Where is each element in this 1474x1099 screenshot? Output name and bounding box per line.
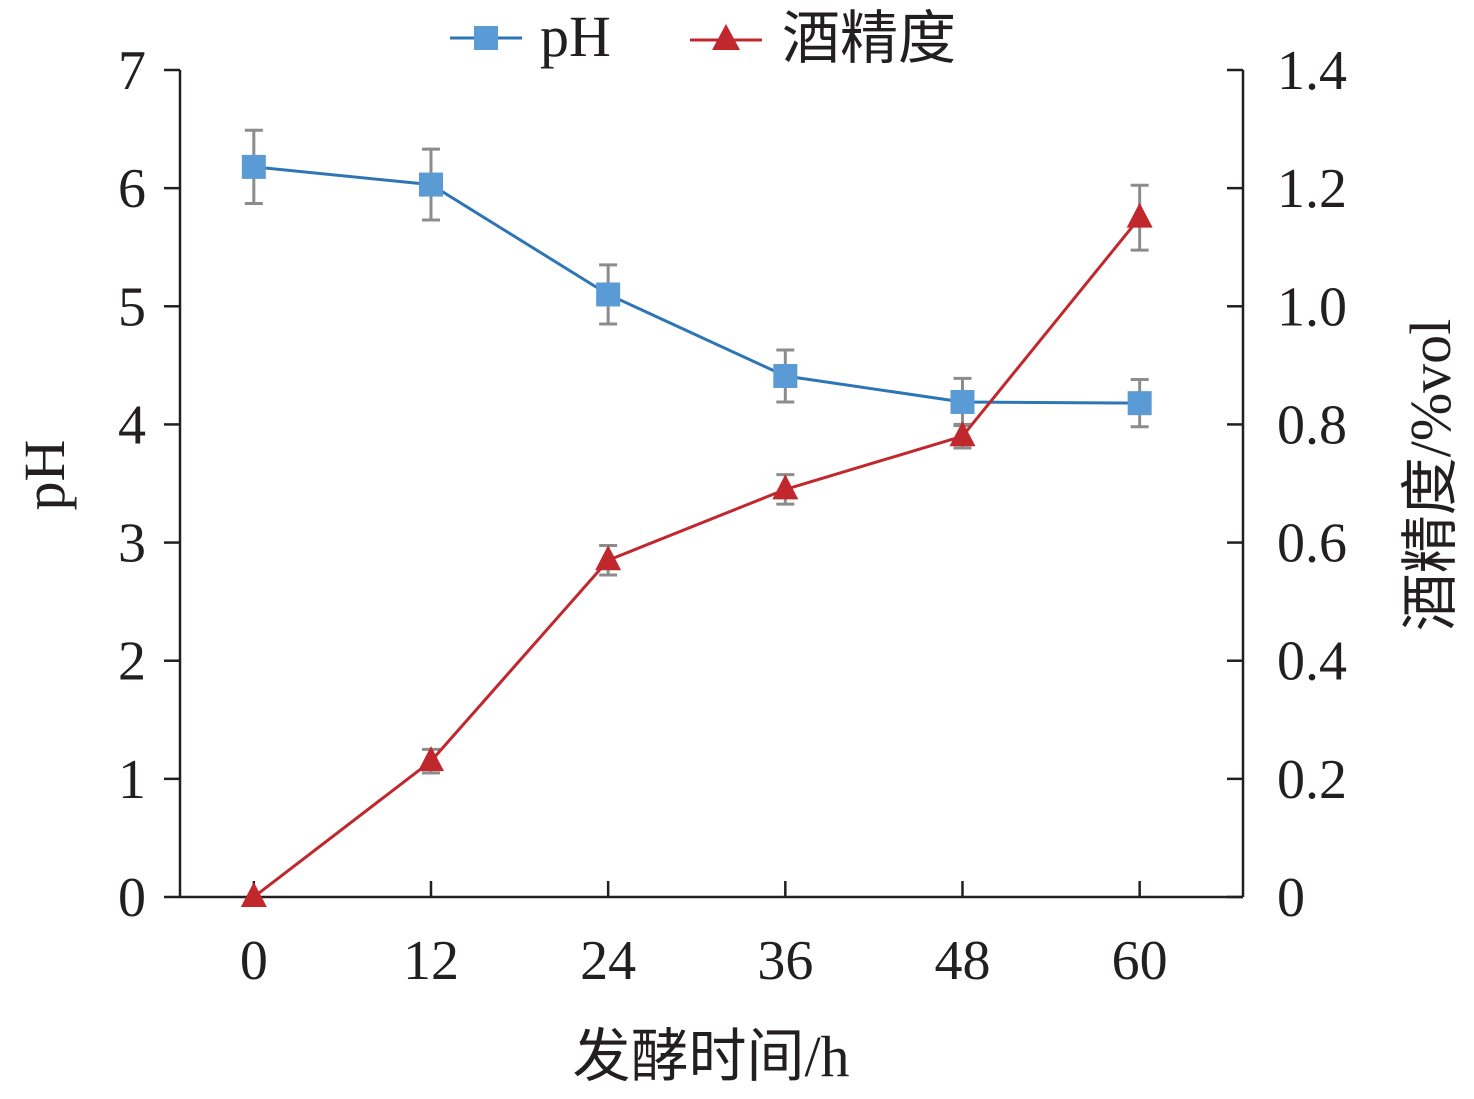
x-tick-label: 24 <box>580 930 636 992</box>
data-point-alcohol <box>949 421 976 447</box>
y-left-tick-label: 2 <box>118 631 146 693</box>
data-point-alcohol <box>240 882 267 907</box>
series-layer <box>240 128 1153 907</box>
x-tick-label: 0 <box>240 930 268 992</box>
y-left-tick-label: 6 <box>118 158 146 220</box>
x-tick-label: 36 <box>757 930 813 992</box>
data-point-ph <box>418 172 443 197</box>
data-point-ph <box>241 154 266 179</box>
y-axis-title-left: pH <box>12 440 77 511</box>
y-right-tick-label: 0 <box>1277 867 1305 929</box>
y-left-tick-label: 3 <box>118 513 146 575</box>
data-point-ph <box>773 363 798 388</box>
data-point-alcohol <box>1126 202 1153 228</box>
y-left-tick-label: 4 <box>118 394 146 456</box>
data-point-ph <box>950 389 975 414</box>
legend-alcohol-label: 酒精度 <box>782 6 956 71</box>
axes <box>178 70 1245 899</box>
data-point-alcohol <box>417 746 444 772</box>
data-point-ph <box>1127 391 1152 416</box>
y-axis-title-right: 酒精度/%vol <box>1398 319 1463 632</box>
legend-ph-marker <box>474 26 498 50</box>
series-line <box>253 165 1140 405</box>
y-left-tick-label: 1 <box>118 749 146 811</box>
y-left-tick-label: 5 <box>118 276 146 338</box>
legend: pH 酒精度 <box>450 4 956 71</box>
y-right-tick-label: 1.0 <box>1277 276 1347 338</box>
y-right-tick-label: 0.6 <box>1277 513 1347 575</box>
data-point-alcohol <box>595 545 622 571</box>
y-left-tick-label: 0 <box>118 867 146 929</box>
x-tick-label: 48 <box>934 930 990 992</box>
x-tick-label: 60 <box>1112 930 1168 992</box>
y-left-tick-label: 7 <box>118 40 146 102</box>
y-right-tick-label: 1.4 <box>1277 40 1347 102</box>
series-line <box>252 216 1141 899</box>
data-point-ph <box>596 282 621 307</box>
series-alcohol <box>240 183 1153 907</box>
data-point-alcohol <box>772 474 799 500</box>
x-axis-title: 发酵时间/h <box>572 1024 849 1089</box>
legend-alcohol-marker <box>712 24 740 50</box>
y-right-tick-label: 0.8 <box>1277 394 1347 456</box>
series-ph <box>241 128 1152 429</box>
y-right-tick-label: 0.2 <box>1277 749 1347 811</box>
y-right-tick-label: 0.4 <box>1277 631 1347 693</box>
y-right-tick-label: 1.2 <box>1277 158 1347 220</box>
x-tick-label: 12 <box>403 930 459 992</box>
legend-ph-label: pH <box>540 4 611 69</box>
